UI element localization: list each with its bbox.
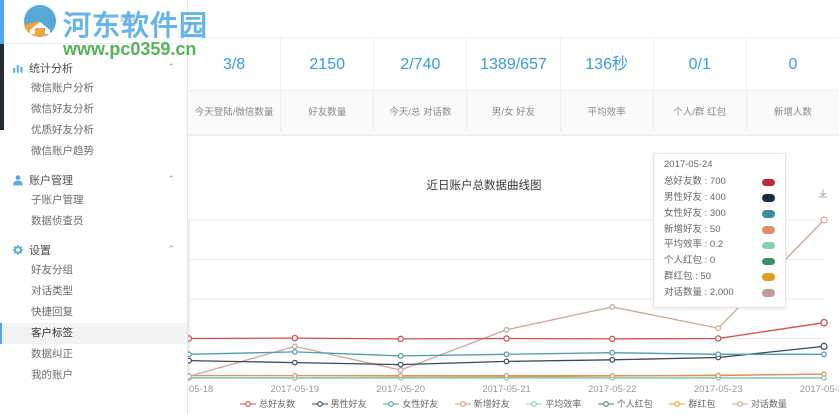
svg-text:2017-05-20: 2017-05-20 [376, 384, 425, 395]
svg-text:2017-05-19: 2017-05-19 [270, 384, 319, 395]
svg-text:2017-05-24: 2017-05-24 [800, 384, 839, 395]
svg-text:2017-05-21: 2017-05-21 [482, 384, 531, 395]
svg-text:2017-05-23: 2017-05-23 [694, 384, 743, 395]
svg-text:2017-05-22: 2017-05-22 [588, 384, 637, 395]
svg-text:2017-05-18: 2017-05-18 [188, 384, 213, 395]
